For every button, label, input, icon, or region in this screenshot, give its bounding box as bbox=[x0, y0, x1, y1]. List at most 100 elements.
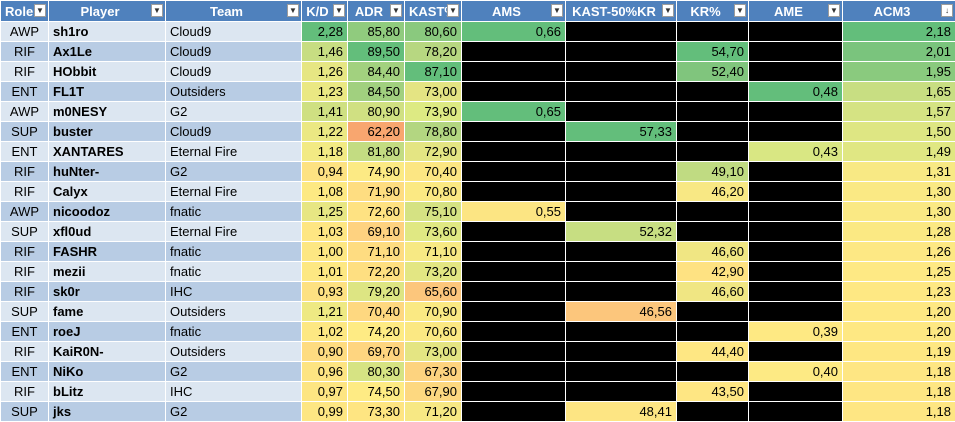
kr-cell[interactable] bbox=[677, 122, 749, 142]
player-cell[interactable]: bLitz bbox=[49, 382, 166, 402]
dropdown-icon[interactable]: ▼ bbox=[151, 4, 163, 17]
kast-cell[interactable]: 70,60 bbox=[405, 322, 462, 342]
kast50-cell[interactable] bbox=[566, 22, 677, 42]
ams-cell[interactable] bbox=[462, 122, 566, 142]
role-cell[interactable]: AWP bbox=[1, 22, 49, 42]
kast50-cell[interactable]: 57,33 bbox=[566, 122, 677, 142]
ams-cell[interactable] bbox=[462, 182, 566, 202]
kast50-cell[interactable] bbox=[566, 282, 677, 302]
adr-cell[interactable]: 81,80 bbox=[348, 142, 405, 162]
role-cell[interactable]: RIF bbox=[1, 42, 49, 62]
kast50-cell[interactable]: 46,56 bbox=[566, 302, 677, 322]
dropdown-icon[interactable]: ▼ bbox=[551, 4, 563, 17]
kast-cell[interactable]: 67,90 bbox=[405, 382, 462, 402]
acm3-cell[interactable]: 1,57 bbox=[843, 102, 955, 122]
team-cell[interactable]: Outsiders bbox=[166, 342, 302, 362]
kr-cell[interactable]: 46,60 bbox=[677, 282, 749, 302]
acm3-cell[interactable]: 1,19 bbox=[843, 342, 955, 362]
kast50-cell[interactable] bbox=[566, 242, 677, 262]
team-cell[interactable]: G2 bbox=[166, 362, 302, 382]
ame-cell[interactable] bbox=[749, 262, 843, 282]
sort-descending-icon[interactable]: ↓ bbox=[941, 4, 953, 17]
ame-cell[interactable] bbox=[749, 22, 843, 42]
kd-cell[interactable]: 1,21 bbox=[302, 302, 348, 322]
acm3-cell[interactable]: 1,18 bbox=[843, 402, 955, 422]
adr-cell[interactable]: 69,70 bbox=[348, 342, 405, 362]
kast-cell[interactable]: 73,20 bbox=[405, 262, 462, 282]
adr-cell[interactable]: 72,20 bbox=[348, 262, 405, 282]
player-cell[interactable]: jks bbox=[49, 402, 166, 422]
ame-cell[interactable] bbox=[749, 162, 843, 182]
player-cell[interactable]: nicoodoz bbox=[49, 202, 166, 222]
acm3-cell[interactable]: 1,30 bbox=[843, 182, 955, 202]
team-cell[interactable]: Cloud9 bbox=[166, 62, 302, 82]
ame-cell[interactable] bbox=[749, 242, 843, 262]
ame-cell[interactable] bbox=[749, 402, 843, 422]
kast-cell[interactable]: 65,60 bbox=[405, 282, 462, 302]
player-cell[interactable]: Calyx bbox=[49, 182, 166, 202]
acm3-cell[interactable]: 1,23 bbox=[843, 282, 955, 302]
acm3-cell[interactable]: 1,49 bbox=[843, 142, 955, 162]
role-cell[interactable]: ENT bbox=[1, 82, 49, 102]
kd-cell[interactable]: 0,97 bbox=[302, 382, 348, 402]
ams-cell[interactable] bbox=[462, 322, 566, 342]
kr-cell[interactable]: 52,40 bbox=[677, 62, 749, 82]
kd-cell[interactable]: 0,94 bbox=[302, 162, 348, 182]
adr-cell[interactable]: 84,50 bbox=[348, 82, 405, 102]
player-cell[interactable]: xfl0ud bbox=[49, 222, 166, 242]
kast-cell[interactable]: 70,90 bbox=[405, 302, 462, 322]
player-cell[interactable]: Ax1Le bbox=[49, 42, 166, 62]
acm3-cell[interactable]: 1,30 bbox=[843, 202, 955, 222]
kast-cell[interactable]: 80,60 bbox=[405, 22, 462, 42]
team-cell[interactable]: Eternal Fire bbox=[166, 222, 302, 242]
player-cell[interactable]: sh1ro bbox=[49, 22, 166, 42]
adr-cell[interactable]: 71,90 bbox=[348, 182, 405, 202]
ams-cell[interactable] bbox=[462, 262, 566, 282]
dropdown-icon[interactable]: ▼ bbox=[34, 4, 46, 17]
ams-cell[interactable]: 0,66 bbox=[462, 22, 566, 42]
adr-cell[interactable]: 84,40 bbox=[348, 62, 405, 82]
kast-cell[interactable]: 67,30 bbox=[405, 362, 462, 382]
player-cell[interactable]: roeJ bbox=[49, 322, 166, 342]
kast50-cell[interactable]: 48,41 bbox=[566, 402, 677, 422]
kast50-cell[interactable] bbox=[566, 142, 677, 162]
adr-cell[interactable]: 85,80 bbox=[348, 22, 405, 42]
kr-cell[interactable] bbox=[677, 362, 749, 382]
kd-cell[interactable]: 1,25 bbox=[302, 202, 348, 222]
role-cell[interactable]: SUP bbox=[1, 402, 49, 422]
kd-cell[interactable]: 1,41 bbox=[302, 102, 348, 122]
role-cell[interactable]: RIF bbox=[1, 262, 49, 282]
kast-cell[interactable]: 71,20 bbox=[405, 402, 462, 422]
team-cell[interactable]: G2 bbox=[166, 402, 302, 422]
kd-cell[interactable]: 0,93 bbox=[302, 282, 348, 302]
acm3-cell[interactable]: 1,18 bbox=[843, 362, 955, 382]
kr-cell[interactable] bbox=[677, 302, 749, 322]
ame-cell[interactable] bbox=[749, 42, 843, 62]
kast-cell[interactable]: 73,00 bbox=[405, 342, 462, 362]
dropdown-icon[interactable]: ▼ bbox=[662, 4, 674, 17]
role-cell[interactable]: AWP bbox=[1, 202, 49, 222]
ame-cell[interactable] bbox=[749, 282, 843, 302]
kast-cell[interactable]: 72,90 bbox=[405, 142, 462, 162]
team-cell[interactable]: fnatic bbox=[166, 262, 302, 282]
kast50-cell[interactable] bbox=[566, 162, 677, 182]
dropdown-icon[interactable]: ▼ bbox=[447, 4, 459, 17]
ams-cell[interactable] bbox=[462, 242, 566, 262]
player-cell[interactable]: HObbit bbox=[49, 62, 166, 82]
adr-cell[interactable]: 73,30 bbox=[348, 402, 405, 422]
role-cell[interactable]: RIF bbox=[1, 242, 49, 262]
role-cell[interactable]: RIF bbox=[1, 182, 49, 202]
acm3-cell[interactable]: 1,20 bbox=[843, 302, 955, 322]
kast50-cell[interactable] bbox=[566, 82, 677, 102]
kr-cell[interactable] bbox=[677, 222, 749, 242]
ams-cell[interactable]: 0,55 bbox=[462, 202, 566, 222]
kr-cell[interactable]: 49,10 bbox=[677, 162, 749, 182]
ams-cell[interactable] bbox=[462, 282, 566, 302]
